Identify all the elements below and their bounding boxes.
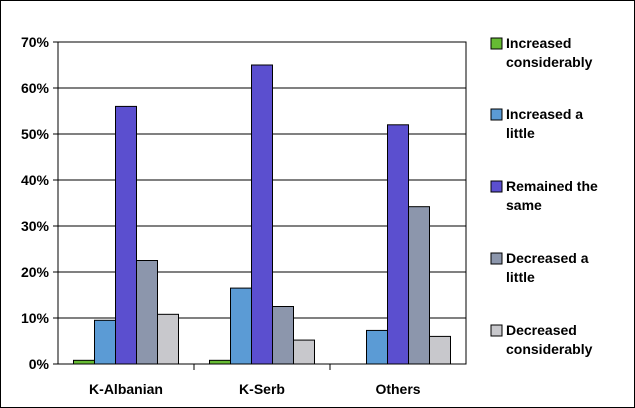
y-tick-label: 70% [21, 34, 50, 50]
bar [73, 359, 95, 365]
legend-label: Decreased a [506, 250, 589, 266]
legend-label: considerably [506, 54, 593, 70]
legend: Increased considerably Increased a little Re… [490, 35, 598, 357]
y-tick-label: 0% [29, 356, 50, 372]
legend-swatch [490, 252, 503, 265]
bar [293, 339, 315, 365]
y-tick-label: 60% [21, 80, 50, 96]
bar [272, 306, 294, 365]
bars [73, 64, 451, 365]
legend-label: Increased [506, 35, 571, 51]
bar [366, 329, 388, 365]
legend-label: little [506, 269, 535, 285]
y-tick-label: 30% [21, 218, 50, 234]
x-tick-label: Others [375, 381, 420, 397]
bar [230, 287, 252, 365]
legend-label: Decreased [506, 322, 577, 338]
bar [157, 313, 179, 365]
x-tick-label: K-Serb [239, 381, 285, 397]
legend-label: Increased a [506, 106, 583, 122]
legend-swatch [490, 180, 503, 193]
bar [136, 260, 158, 365]
plot-area-border [57, 41, 467, 365]
bar [387, 124, 409, 365]
bar [209, 359, 231, 365]
y-tick-label: 10% [21, 310, 50, 326]
bar [429, 335, 451, 365]
y-tick-label: 20% [21, 264, 50, 280]
legend-label: same [506, 197, 542, 213]
bar [94, 319, 116, 365]
x-tick-label: K-Albanian [89, 381, 163, 397]
bar [251, 64, 273, 365]
bar [115, 105, 137, 365]
legend-swatch [490, 37, 503, 50]
axes [57, 41, 467, 370]
legend-label: considerably [506, 341, 593, 357]
y-tick-label: 40% [21, 172, 50, 188]
legend-swatch [490, 108, 503, 121]
y-tick-labels: 0% 10% 20% 30% 40% 50% 60% 70% [21, 34, 50, 372]
legend-swatch [490, 324, 503, 337]
bar [408, 206, 430, 365]
y-tick-label: 50% [21, 126, 50, 142]
legend-label: Remained the [506, 178, 598, 194]
x-tick-labels: K-Albanian K-Serb Others [89, 381, 421, 397]
legend-label: little [506, 125, 535, 141]
